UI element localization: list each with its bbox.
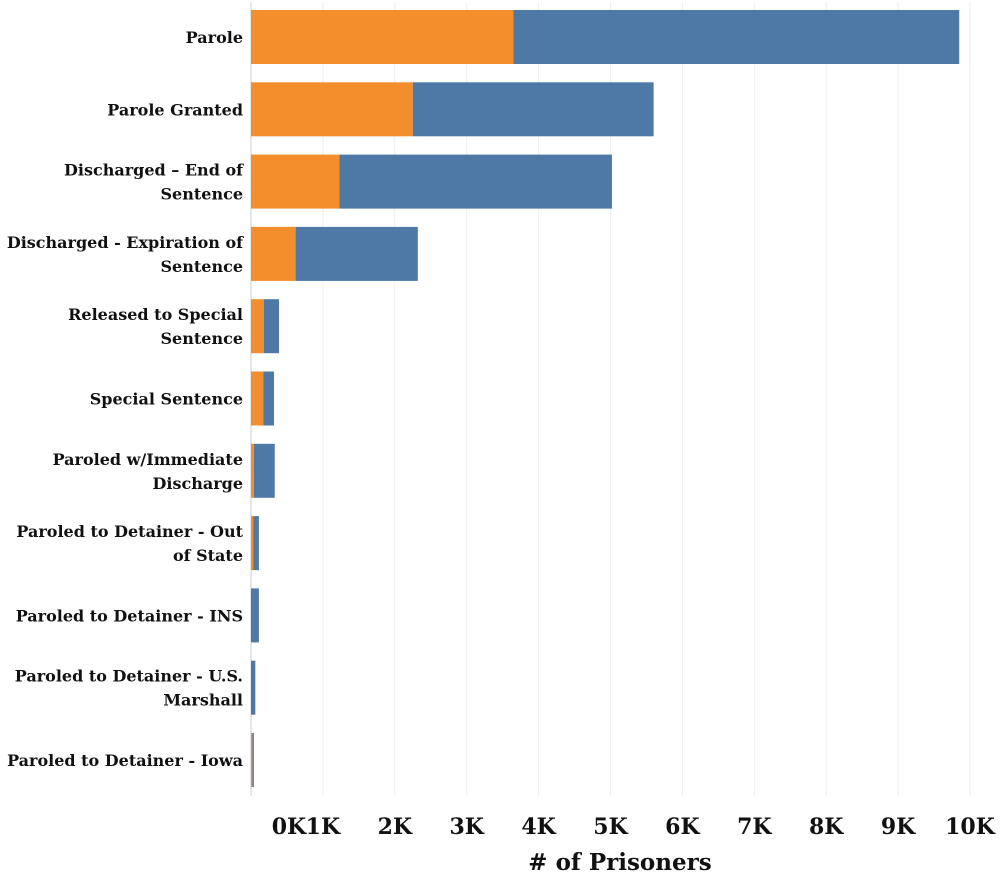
bar-segment-blue [339, 154, 612, 209]
bar-segment-orange [251, 733, 253, 787]
bar-segment-blue [251, 588, 259, 643]
x-tick-label: 4K [521, 814, 556, 840]
category-label: Paroled w/Immediate Discharge [53, 450, 243, 493]
category-label: Discharged – End of Sentence [64, 161, 244, 204]
category-label: Special Sentence [90, 390, 243, 409]
bar-segment-blue [253, 443, 275, 498]
bar-segment-blue [263, 299, 280, 354]
bars [251, 10, 960, 787]
category-label: Paroled to Detainer - Out of State [16, 522, 243, 565]
bar-segment-orange [251, 443, 254, 498]
x-tick-label: 1K [306, 814, 341, 840]
category-label: Paroled to Detainer - U.S. Marshall [15, 667, 243, 710]
category-label: Released to Special Sentence [68, 305, 243, 348]
bar-segment-orange [251, 516, 254, 571]
bar-segment-blue [412, 82, 654, 137]
bar-segment-orange [251, 299, 264, 354]
x-axis-ticks: 0K 1K 2K 3K 4K 5K 6K 7K 8K 9K 10K [272, 814, 996, 840]
bar-segment-orange [251, 371, 264, 426]
category-label: Parole Granted [107, 100, 243, 119]
bar-segment-orange [251, 226, 296, 281]
x-tick-label: 2K [378, 814, 413, 840]
x-tick-label: 10K [945, 814, 996, 840]
x-tick-label: 8K [809, 814, 844, 840]
x-tick-label: 3K [449, 814, 484, 840]
bar-segment-orange [251, 82, 413, 137]
x-tick-label: 7K [737, 814, 772, 840]
category-label: Paroled to Detainer - Iowa [7, 751, 243, 770]
bar-segment-blue [513, 10, 960, 64]
bar-segment-orange [251, 154, 340, 209]
bar-segment-blue [252, 733, 254, 787]
category-label: Parole [186, 28, 243, 47]
bar-segment-blue [251, 660, 256, 715]
x-axis-title: # of Prisoners [528, 849, 711, 876]
x-tick-label: 6K [665, 814, 700, 840]
bar-segment-blue [263, 371, 275, 426]
bar-segment-blue [253, 516, 259, 571]
x-tick-label: 9K [881, 814, 916, 840]
x-tick-label: 0K [272, 814, 307, 840]
bar-segment-blue [295, 226, 418, 281]
category-label: Discharged - Expiration of Sentence [7, 233, 244, 276]
category-labels: Parole Parole Granted Discharged – End of S… [7, 28, 244, 770]
bar-segment-orange [251, 10, 514, 64]
category-label: Paroled to Detainer - INS [16, 606, 243, 625]
x-tick-label: 5K [593, 814, 628, 840]
